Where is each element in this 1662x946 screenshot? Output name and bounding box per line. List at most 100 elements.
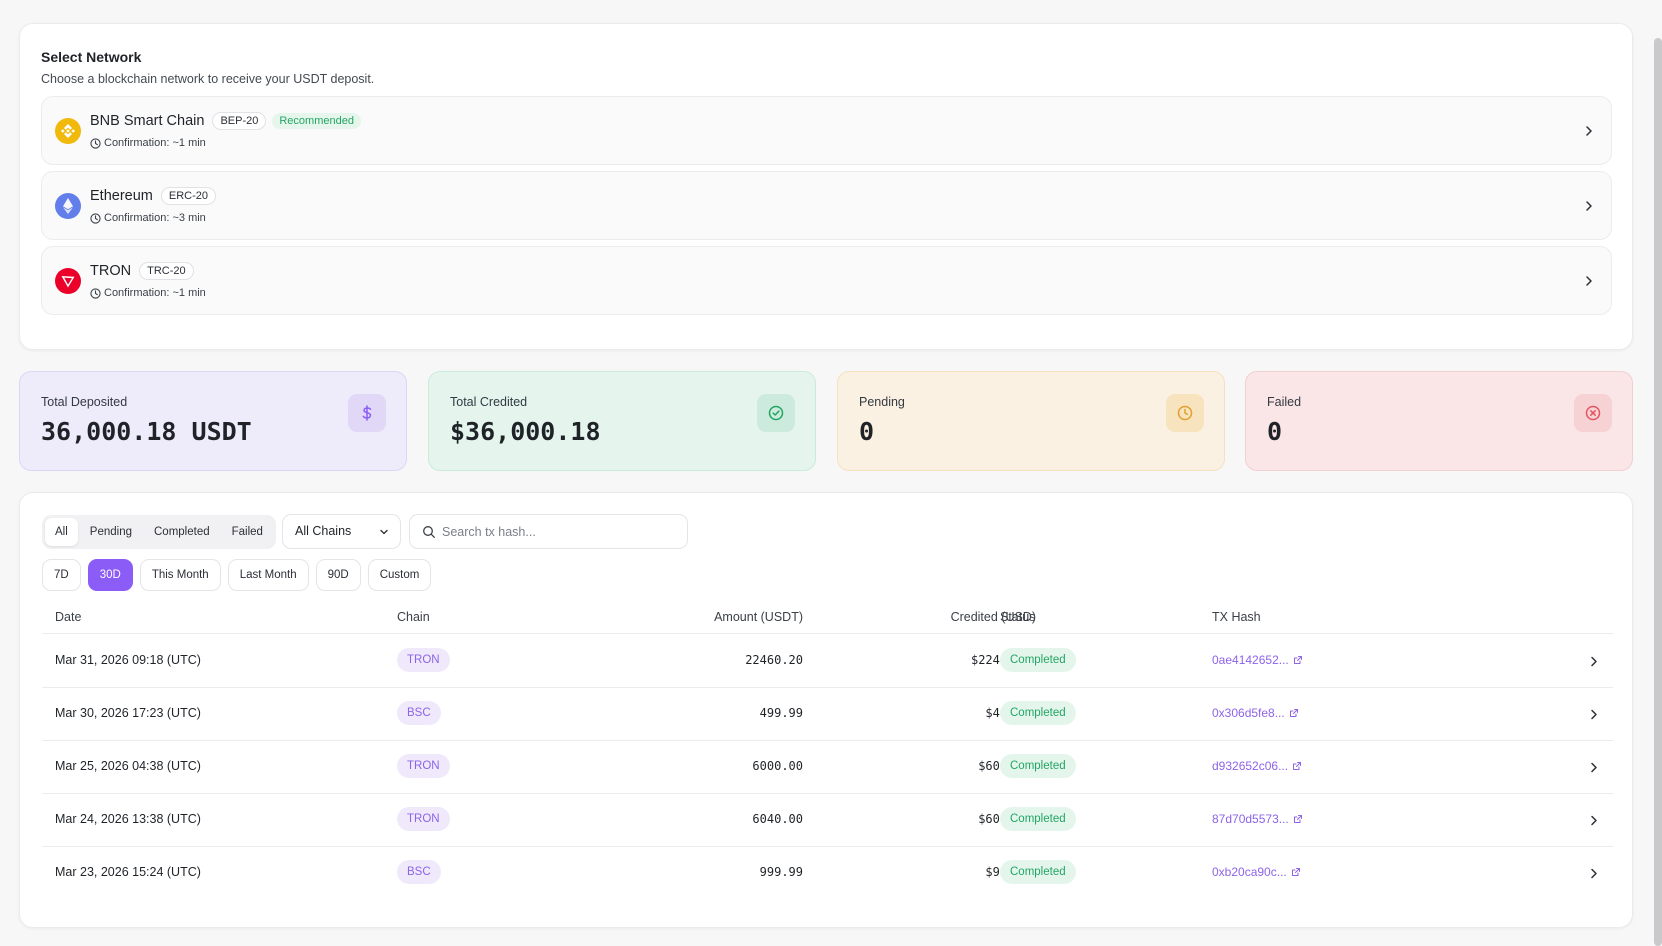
status-badge: Completed: [1000, 860, 1076, 884]
header-amount: Amount (USDT): [714, 610, 803, 624]
status-badge: Completed: [1000, 754, 1076, 778]
transactions-card: All Pending Completed Failed All Chains …: [19, 492, 1633, 928]
stat-label: Failed: [1267, 395, 1302, 409]
check-circle-icon: [757, 394, 795, 432]
header-date: Date: [55, 610, 82, 624]
row-amount: 499.99: [759, 706, 803, 720]
header-status: Status: [1000, 610, 1036, 624]
tab-all[interactable]: All: [45, 518, 78, 546]
row-amount: 6000.00: [752, 759, 803, 773]
chevron-down-icon: [379, 527, 389, 537]
network-name-text: TRON: [90, 263, 132, 279]
network-tag: ERC-20: [160, 187, 216, 205]
range-this-month[interactable]: This Month: [139, 559, 221, 591]
range-last-month[interactable]: Last Month: [227, 559, 309, 591]
tx-hash-text: 0x306d5fe8...: [1212, 706, 1285, 720]
row-chain: TRON: [397, 754, 450, 778]
row-chain: TRON: [397, 648, 450, 672]
row-status: Completed: [1000, 648, 1076, 672]
clock-icon: [90, 212, 101, 224]
chain-select[interactable]: All Chains: [282, 514, 401, 549]
row-date: Mar 24, 2026 13:38 (UTC): [55, 812, 201, 826]
table-header: Date Chain Amount (USDT) Credited (USD) …: [42, 601, 1613, 634]
network-item-ethereum[interactable]: Ethereum ERC-20 Confirmation: ~3 min: [41, 171, 1612, 240]
chevron-right-icon: [1589, 814, 1599, 827]
chain-badge: TRON: [397, 754, 450, 778]
stat-value: 0: [1267, 417, 1283, 446]
network-name-text: BNB Smart Chain: [90, 113, 205, 129]
tx-hash-link[interactable]: 0ae4142652...: [1212, 653, 1303, 667]
tx-hash-link[interactable]: 0xb20ca90c...: [1212, 865, 1301, 879]
chain-badge: TRON: [397, 807, 450, 831]
chain-badge: BSC: [397, 860, 441, 884]
tx-hash-link[interactable]: 0x306d5fe8...: [1212, 706, 1299, 720]
network-name-text: Ethereum: [90, 188, 153, 204]
external-link-icon: [1293, 762, 1302, 770]
stat-value: 36,000.18 USDT: [41, 417, 252, 446]
tab-failed[interactable]: Failed: [231, 526, 263, 538]
stat-pending: Pending 0: [837, 371, 1225, 471]
row-amount: 999.99: [759, 865, 803, 879]
network-name: Ethereum ERC-20: [90, 187, 216, 206]
range-custom[interactable]: Custom: [367, 559, 432, 591]
chevron-right-icon: [1589, 761, 1599, 774]
table-row[interactable]: Mar 25, 2026 04:38 (UTC) TRON 6000.00 $6…: [42, 741, 1613, 794]
vertical-scrollbar[interactable]: [1654, 38, 1662, 946]
chain-badge: TRON: [397, 648, 450, 672]
stat-failed: Failed 0: [1245, 371, 1633, 471]
tx-hash-text: 0ae4142652...: [1212, 653, 1289, 667]
tron-icon: [55, 268, 81, 294]
tx-hash-text: d932652c06...: [1212, 759, 1289, 773]
header-chain: Chain: [397, 610, 430, 624]
table-row[interactable]: Mar 24, 2026 13:38 (UTC) TRON 6040.00 $6…: [42, 794, 1613, 847]
external-link-icon: [1289, 709, 1298, 717]
table-row[interactable]: Mar 23, 2026 15:24 (UTC) BSC 999.99 $999…: [42, 847, 1613, 900]
row-date: Mar 30, 2026 17:23 (UTC): [55, 706, 201, 720]
table-row[interactable]: Mar 30, 2026 17:23 (UTC) BSC 499.99 $499…: [42, 688, 1613, 741]
stat-value: 0: [859, 417, 875, 446]
chevron-right-icon: [1589, 655, 1599, 668]
external-link-icon: [1293, 656, 1302, 664]
search-input[interactable]: [442, 516, 682, 547]
range-90d[interactable]: 90D: [315, 559, 361, 591]
tab-completed[interactable]: Completed: [154, 526, 210, 538]
clock-icon: [90, 137, 101, 149]
network-item-tron[interactable]: TRON TRC-20 Confirmation: ~1 min: [41, 246, 1612, 315]
tx-hash-text: 87d70d5573...: [1212, 812, 1289, 826]
range-30d[interactable]: 30D: [87, 559, 133, 591]
row-tx-hash: 0x306d5fe8...: [1212, 706, 1299, 720]
network-item-bnb[interactable]: BNB Smart Chain BEP-20 Recommended Confirm…: [41, 96, 1612, 165]
tx-hash-link[interactable]: 87d70d5573...: [1212, 812, 1303, 826]
bnb-icon: [55, 118, 81, 144]
stat-value: $36,000.18: [450, 417, 601, 446]
recommended-badge: Recommended: [272, 113, 361, 129]
tx-hash-link[interactable]: d932652c06...: [1212, 759, 1302, 773]
row-amount: 22460.20: [745, 653, 803, 667]
ethereum-icon: [55, 193, 81, 219]
chevron-right-icon: [1589, 867, 1599, 880]
status-filter-tabs: All Pending Completed Failed: [42, 515, 276, 549]
network-subtitle: Choose a blockchain network to receive y…: [41, 72, 375, 86]
tab-pending[interactable]: Pending: [89, 526, 132, 538]
chevron-right-icon: [1589, 708, 1599, 721]
chain-badge: BSC: [397, 701, 441, 725]
range-7d[interactable]: 7D: [42, 559, 81, 591]
confirmation-text: Confirmation: ~3 min: [104, 212, 206, 224]
header-credited: Credited (USD): [950, 610, 1036, 624]
status-badge: Completed: [1000, 648, 1076, 672]
row-status: Completed: [1000, 807, 1076, 831]
confirmation-time: Confirmation: ~1 min: [90, 137, 206, 149]
confirmation-text: Confirmation: ~1 min: [104, 137, 206, 149]
external-link-icon: [1291, 868, 1300, 876]
network-card: Select Network Choose a blockchain netwo…: [19, 23, 1633, 350]
row-date: Mar 25, 2026 04:38 (UTC): [55, 759, 201, 773]
row-chain: BSC: [397, 860, 441, 884]
row-status: Completed: [1000, 860, 1076, 884]
network-name: TRON TRC-20: [90, 262, 194, 281]
header-tx-hash: TX Hash: [1212, 610, 1261, 624]
table-row[interactable]: Mar 31, 2026 09:18 (UTC) TRON 22460.20 $…: [42, 635, 1613, 688]
chain-select-value: All Chains: [295, 524, 352, 538]
row-tx-hash: 0ae4142652...: [1212, 653, 1303, 667]
network-tag: TRC-20: [139, 262, 194, 280]
clock-icon: [90, 287, 101, 299]
